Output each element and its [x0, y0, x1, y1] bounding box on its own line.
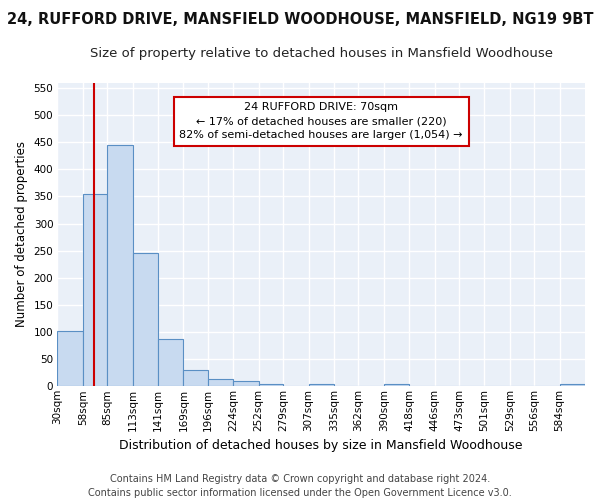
Text: 24, RUFFORD DRIVE, MANSFIELD WOODHOUSE, MANSFIELD, NG19 9BT: 24, RUFFORD DRIVE, MANSFIELD WOODHOUSE, … [7, 12, 593, 28]
Bar [107, 145, 133, 386]
Bar [259, 384, 283, 386]
Title: Size of property relative to detached houses in Mansfield Woodhouse: Size of property relative to detached ho… [90, 48, 553, 60]
Bar [83, 194, 107, 386]
X-axis label: Distribution of detached houses by size in Mansfield Woodhouse: Distribution of detached houses by size … [119, 440, 523, 452]
Bar [208, 378, 233, 386]
Bar [233, 382, 259, 386]
Bar [133, 254, 158, 386]
Text: Contains HM Land Registry data © Crown copyright and database right 2024.
Contai: Contains HM Land Registry data © Crown c… [88, 474, 512, 498]
Bar [560, 384, 585, 386]
Bar [58, 331, 83, 386]
Bar [308, 384, 334, 386]
Bar [158, 339, 184, 386]
Text: 24 RUFFORD DRIVE: 70sqm
← 17% of detached houses are smaller (220)
82% of semi-d: 24 RUFFORD DRIVE: 70sqm ← 17% of detache… [179, 102, 463, 140]
Bar [184, 370, 208, 386]
Y-axis label: Number of detached properties: Number of detached properties [15, 142, 28, 328]
Bar [384, 384, 409, 386]
